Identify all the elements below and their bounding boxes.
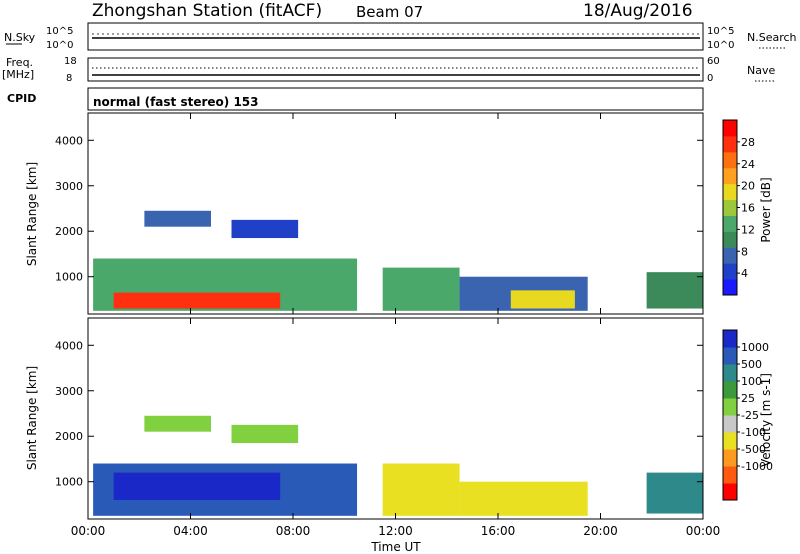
colorbar-tick-label: -1000 xyxy=(741,460,773,473)
search-tick-top: 10^5 xyxy=(707,26,734,37)
velocity-ylabel: Slant Range [km] xyxy=(25,366,39,470)
nave-tick-top: 60 xyxy=(707,56,720,67)
colorbar-swatch xyxy=(723,199,737,216)
velocity-colorbar-label: Velocity [m s-1] xyxy=(759,373,773,467)
y-tick-label: 4000 xyxy=(55,339,83,352)
power-ylabel: Slant Range [km] xyxy=(25,162,39,266)
freq-tick-bottom: 8 xyxy=(66,73,72,84)
heatmap-cell xyxy=(382,463,460,516)
colorbar-tick-label: 100 xyxy=(741,375,762,388)
y-tick-label: 1000 xyxy=(55,476,83,489)
power-colorbar: 4 8 12 16 20 24 28 xyxy=(722,119,755,296)
colorbar-tick-label: -100 xyxy=(741,426,766,439)
colorbar-swatch xyxy=(723,151,737,169)
freq-tick-top: 18 xyxy=(64,56,77,67)
x-tick-label: 00:00 xyxy=(686,524,721,538)
colorbar-swatch xyxy=(723,347,737,365)
colorbar-tick-label: 4 xyxy=(741,267,748,280)
search-label: N.Search xyxy=(747,31,797,44)
nave-tick-bottom: 0 xyxy=(707,73,713,84)
velocity-y-axis: 1000 2000 3000 4000 xyxy=(55,339,703,489)
y-tick-label: 3000 xyxy=(55,385,83,398)
colorbar-tick-label: 28 xyxy=(741,136,755,149)
heatmap-cell xyxy=(646,272,703,309)
y-tick-label: 4000 xyxy=(55,134,83,147)
heatmap-cell xyxy=(231,424,299,444)
x-tick-label: 20:00 xyxy=(583,524,618,538)
colorbar-tick-label: 500 xyxy=(741,358,762,371)
colorbar-tick-label: 25 xyxy=(741,392,755,405)
colorbar-swatch xyxy=(723,449,737,467)
colorbar-tick-label: 12 xyxy=(741,223,755,236)
beam-label: Beam 07 xyxy=(356,3,423,21)
nave-label: Nave xyxy=(747,64,775,77)
colorbar-tick-label: 20 xyxy=(741,180,755,193)
heatmap-cell xyxy=(144,210,211,227)
colorbar-tick-label: 8 xyxy=(741,245,748,258)
heatmap-cell xyxy=(113,472,281,500)
freq-unit: [MHz] xyxy=(2,68,34,81)
colorbar-swatch xyxy=(723,466,737,484)
colorbar-swatch xyxy=(723,483,737,501)
heatmap-cell xyxy=(510,290,575,309)
heatmap-cell xyxy=(646,472,703,514)
colorbar-swatch xyxy=(723,120,737,137)
colorbar-swatch xyxy=(723,231,737,248)
x-tick-label: 04:00 xyxy=(173,524,208,538)
cpid-label: CPID xyxy=(7,92,36,105)
station-title: Zhongshan Station (fitACF) xyxy=(92,1,322,21)
x-axis-label: Time UT xyxy=(370,540,421,554)
colorbar-swatch xyxy=(723,167,737,185)
colorbar-swatch xyxy=(723,364,737,382)
y-tick-label: 2000 xyxy=(55,430,83,443)
heatmap-cell xyxy=(382,267,460,311)
x-tick-label: 08:00 xyxy=(276,524,311,538)
heatmap-cell xyxy=(113,292,281,309)
velocity-panel: 1000 2000 3000 4000 Slant Range [km] 1000 50… xyxy=(25,113,773,554)
y-tick-label: 1000 xyxy=(55,271,83,284)
colorbar-tick-label: 16 xyxy=(741,202,755,215)
colorbar-swatch xyxy=(723,135,737,153)
colorbar-swatch xyxy=(723,263,737,280)
colorbar-tick-label: 1000 xyxy=(741,341,769,354)
frequency-panel: Freq. [MHz] 18 8 60 0 Nave xyxy=(2,56,775,84)
colorbar-swatch xyxy=(723,432,737,450)
colorbar-swatch xyxy=(723,398,737,416)
sky-tick-bottom: 10^0 xyxy=(46,40,73,51)
cpid-mode-text: normal (fast stereo) 153 xyxy=(93,95,259,109)
power-colorbar-label: Power [dB] xyxy=(759,177,773,242)
cpid-panel: CPID normal (fast stereo) 153 xyxy=(7,87,704,111)
colorbar-swatch xyxy=(723,247,737,264)
colorbar-tick-label: -25 xyxy=(741,409,759,422)
colorbar-tick-label: -500 xyxy=(741,443,766,456)
velocity-colorbar: 1000 500 100 25 -25 -100 -500 -1000 xyxy=(722,329,773,501)
power-panel: 1000 2000 3000 4000 Slant Range [km] 4 8 12 16… xyxy=(25,112,773,315)
x-tick-label: 12:00 xyxy=(378,524,413,538)
heatmap-cell xyxy=(231,219,299,239)
velocity-heatmap xyxy=(93,415,703,516)
x-tick-label: 16:00 xyxy=(481,524,516,538)
colorbar-swatch xyxy=(723,183,737,201)
time-axis: 00:00 04:00 08:00 12:00 16:00 20:00 00:00 xyxy=(71,113,721,538)
sky-noise-panel: N.Sky 10^5 10^0 10^5 10^0 N.Search xyxy=(4,22,797,51)
colorbar-swatch xyxy=(723,415,737,433)
sky-tick-top: 10^5 xyxy=(46,26,73,37)
colorbar-swatch xyxy=(723,330,737,348)
sky-label: N.Sky xyxy=(4,31,36,44)
heatmap-cell xyxy=(144,415,211,432)
colorbar-swatch xyxy=(723,215,737,232)
x-tick-label: 00:00 xyxy=(71,524,106,538)
power-heatmap xyxy=(93,210,703,311)
heatmap-cell xyxy=(459,481,588,516)
freq-label: Freq. xyxy=(6,56,33,69)
power-y-axis: 1000 2000 3000 4000 xyxy=(55,134,703,284)
colorbar-tick-label: 24 xyxy=(741,158,755,171)
colorbar-swatch xyxy=(723,279,737,296)
search-tick-bottom: 10^0 xyxy=(707,40,734,51)
y-tick-label: 3000 xyxy=(55,180,83,193)
y-tick-label: 2000 xyxy=(55,225,83,238)
date-label: 18/Aug/2016 xyxy=(583,1,693,21)
colorbar-swatch xyxy=(723,381,737,399)
